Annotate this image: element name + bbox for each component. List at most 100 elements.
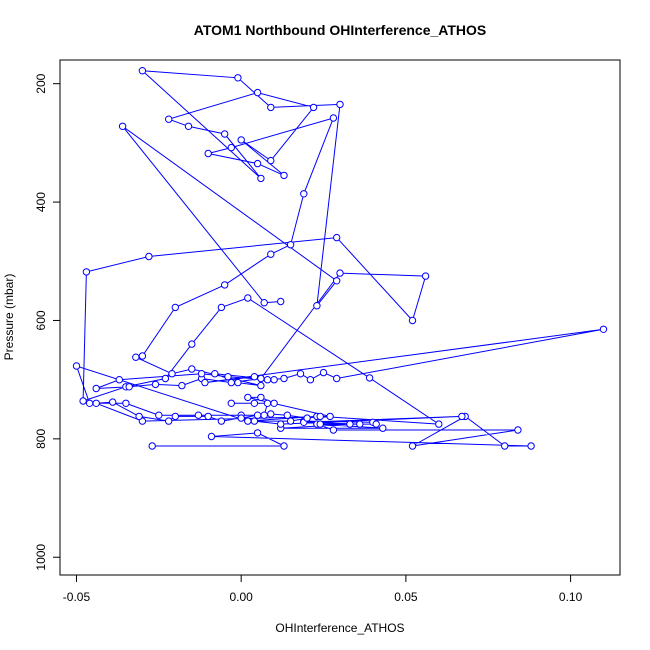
data-point: [408, 442, 417, 450]
data-point: [221, 281, 229, 289]
y-axis-label: Pressure (mbar): [2, 274, 16, 361]
data-point: [207, 432, 216, 441]
y-axis: 200 400 600 800 1000: [34, 73, 60, 571]
data-point: [211, 370, 219, 378]
data-point: [333, 374, 341, 383]
data-point: [336, 100, 344, 109]
data-point: [329, 114, 338, 122]
data-point: [316, 412, 324, 421]
data-point: [72, 362, 81, 370]
data-point: [178, 381, 186, 390]
data-point: [263, 399, 272, 407]
data-point: [151, 380, 160, 389]
data-point: [224, 373, 232, 381]
data-point: [188, 365, 196, 373]
data-point: [329, 426, 338, 434]
plot-frame: [59, 59, 621, 576]
x-axis-label: OHInterference_ATHOS: [275, 621, 404, 635]
data-point: [333, 277, 341, 285]
data-point: [237, 414, 245, 422]
data-point: [165, 417, 173, 425]
data-point: [217, 417, 226, 425]
data-point: [300, 190, 308, 198]
data-point: [501, 442, 509, 450]
data-point: [333, 233, 341, 242]
data-point: [514, 426, 522, 434]
data-point: [168, 370, 176, 378]
data-point: [204, 149, 212, 158]
data-point: [267, 250, 275, 258]
data-point: [277, 420, 285, 428]
data-point: [257, 174, 265, 183]
data-point: [165, 115, 173, 123]
data-point: [197, 370, 206, 378]
x-tick-label: 0.10: [559, 590, 583, 604]
data-point: [270, 399, 278, 407]
x-axis: -0.05 0.00 0.05 0.10: [63, 575, 583, 604]
data-point: [270, 376, 278, 384]
data-point: [379, 424, 387, 432]
data-point: [263, 376, 272, 384]
data-point: [283, 411, 291, 419]
data-point: [237, 136, 245, 144]
data-point: [244, 294, 252, 302]
data-point: [125, 383, 133, 391]
data-point: [234, 378, 242, 387]
data-point: [257, 381, 265, 390]
y-tick-label: 400: [34, 192, 48, 212]
chart-title: ATOM1 Northbound OHInterference_ATHOS: [194, 22, 486, 38]
y-tick-label: 1000: [34, 544, 48, 571]
data-point: [234, 74, 242, 82]
data-point: [267, 103, 275, 112]
data-point: [286, 241, 295, 249]
chart-marks: [72, 67, 608, 450]
data-point: [356, 420, 364, 428]
data-point: [365, 374, 374, 382]
data-point: [201, 378, 209, 387]
data-point: [458, 412, 466, 421]
data-point: [280, 374, 288, 383]
data-point: [227, 399, 236, 407]
data-point: [253, 411, 262, 419]
data-point: [599, 325, 608, 333]
data-point: [296, 370, 305, 378]
data-point: [286, 417, 295, 425]
data-point: [171, 303, 180, 312]
data-point: [303, 414, 311, 422]
data-point: [309, 103, 318, 112]
data-point: [132, 353, 140, 361]
data-point: [277, 297, 285, 306]
data-point: [184, 122, 193, 131]
y-tick-label: 200: [34, 73, 48, 93]
data-point: [85, 399, 94, 407]
data-point: [138, 67, 147, 75]
data-point: [122, 399, 130, 407]
data-point: [435, 420, 443, 428]
data-point: [148, 442, 156, 450]
y-tick-label: 600: [34, 310, 48, 330]
data-point: [79, 397, 87, 405]
data-point: [135, 412, 143, 421]
data-point: [155, 411, 163, 419]
data-point: [188, 340, 196, 348]
data-point: [257, 374, 265, 383]
data-point: [267, 156, 275, 165]
data-point: [280, 171, 288, 180]
data-point: [92, 399, 100, 407]
data-point: [319, 368, 328, 377]
data-point: [316, 420, 324, 428]
data-point: [267, 410, 275, 418]
data-point: [138, 352, 147, 360]
data-point: [280, 442, 288, 450]
data-point: [92, 384, 100, 393]
data-point: [244, 393, 252, 402]
data-point: [253, 88, 262, 97]
data-point: [306, 376, 315, 384]
data-point: [171, 412, 180, 421]
data-point: [346, 420, 354, 428]
data-point: [313, 302, 321, 310]
data-point: [227, 143, 236, 152]
data-point: [408, 316, 417, 325]
data-point: [227, 378, 236, 387]
